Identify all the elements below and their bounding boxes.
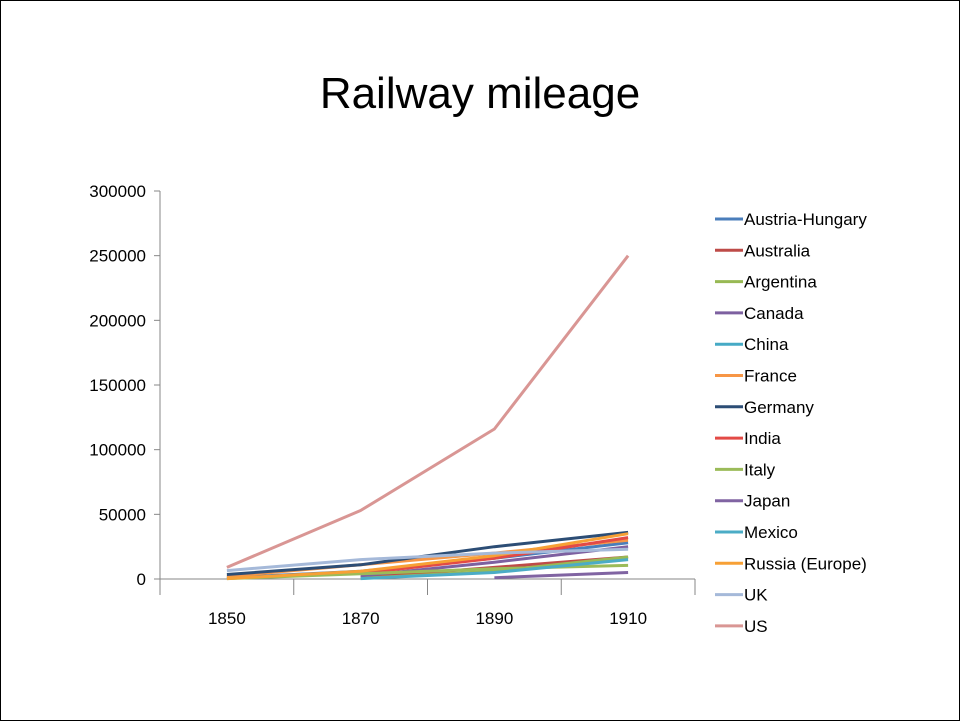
series-line-uk	[226, 547, 629, 573]
y-tick-label: 250000	[89, 247, 146, 266]
x-tick-label: 1870	[342, 609, 380, 628]
slide-title: Railway mileage	[319, 69, 641, 118]
y-tick-label: 50000	[99, 505, 146, 524]
series-line-russia-europe	[226, 532, 629, 581]
legend: Austria-Hungary Australia Argentina Canada C…	[715, 210, 867, 636]
legend-label-argentina: Argentina	[744, 273, 817, 292]
y-tick-label: 200000	[89, 311, 146, 330]
legend-label-australia: Australia	[744, 241, 811, 260]
legend-label-uk: UK	[744, 586, 768, 605]
legend-label-austria-hungary: Austria-Hungary	[744, 210, 867, 229]
legend-label-russia-europe: Russia (Europe)	[744, 554, 867, 573]
y-tick-label: 300000	[89, 182, 146, 201]
y-axis: 0 50000 100000 150000 200000 250000 300000	[89, 182, 161, 589]
y-tick-label: 0	[137, 570, 146, 589]
legend-label-japan: Japan	[744, 492, 790, 511]
series-line-india	[360, 536, 629, 575]
y-tick-label: 100000	[89, 441, 146, 460]
series-line-mexico	[360, 558, 629, 581]
series-layer	[226, 254, 630, 581]
legend-label-us: US	[744, 617, 768, 636]
legend-label-canada: Canada	[744, 304, 804, 323]
series-line-us	[226, 254, 630, 569]
series-line-japan	[494, 571, 629, 580]
y-tick-label: 150000	[89, 376, 146, 395]
x-tick-label: 1890	[475, 609, 513, 628]
x-tick-label: 1850	[208, 609, 246, 628]
x-axis: 1850 1870 1890 1910	[159, 578, 696, 628]
legend-label-germany: Germany	[744, 398, 814, 417]
x-tick-label: 1910	[609, 609, 647, 628]
legend-label-mexico: Mexico	[744, 523, 798, 542]
legend-label-france: France	[744, 367, 797, 386]
legend-label-italy: Italy	[744, 460, 776, 479]
legend-label-china: China	[744, 335, 789, 354]
legend-label-india: India	[744, 429, 781, 448]
